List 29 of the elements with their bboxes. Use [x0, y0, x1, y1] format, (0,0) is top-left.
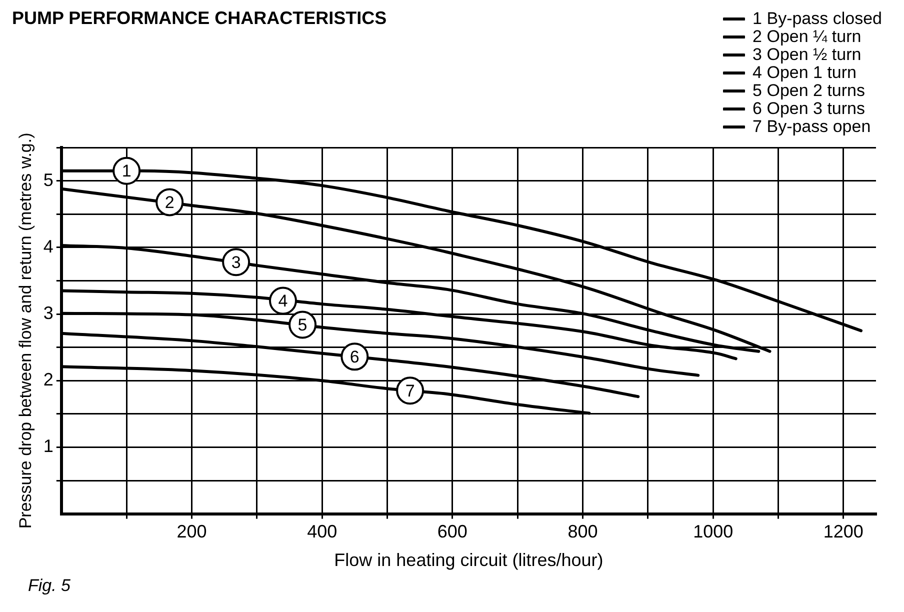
annotation: 3 [231, 252, 241, 272]
y-axis-title: Pressure drop between flow and return (metres w.g.) [16, 132, 35, 529]
y-tick-label: 1 [43, 436, 54, 456]
annotation: 6 [350, 347, 360, 366]
y-tick-label: 5 [43, 170, 54, 190]
y-tick-label: 2 [43, 370, 54, 390]
y-tick-label: 4 [43, 236, 54, 256]
annotation: 1 [122, 162, 132, 181]
annotation: 5 [298, 315, 308, 334]
caption: Fig. 5 [28, 576, 72, 596]
legend-label: 6 Open 3 turns [752, 99, 866, 118]
x-tick-label: 1200 [823, 522, 864, 542]
x-tick-label: 600 [437, 522, 468, 542]
x-tick-label: 1000 [693, 522, 734, 542]
x-tick-label: 200 [176, 522, 207, 542]
legend-label: 1 By-pass closed [752, 9, 882, 28]
annotation: 4 [278, 291, 288, 310]
chart-title: PUMP PERFORMANCE CHARACTERISTICS [12, 8, 387, 28]
x-tick-label: 800 [568, 522, 598, 542]
y-tick-label: 3 [43, 303, 54, 324]
legend-label: 3 Open ½ turn [752, 45, 862, 64]
legend-label: 4 Open 1 turn [752, 63, 857, 82]
annotation: 7 [405, 381, 415, 400]
annotation: 2 [164, 192, 174, 212]
legend-label: 7 By-pass open [752, 117, 871, 136]
x-tick-label: 400 [307, 522, 338, 542]
legend-label: 2 Open ¼ turn [752, 27, 862, 46]
legend-label: 5 Open 2 turns [752, 81, 866, 100]
x-axis-title: Flow in heating circuit (litres/hour) [334, 550, 604, 570]
